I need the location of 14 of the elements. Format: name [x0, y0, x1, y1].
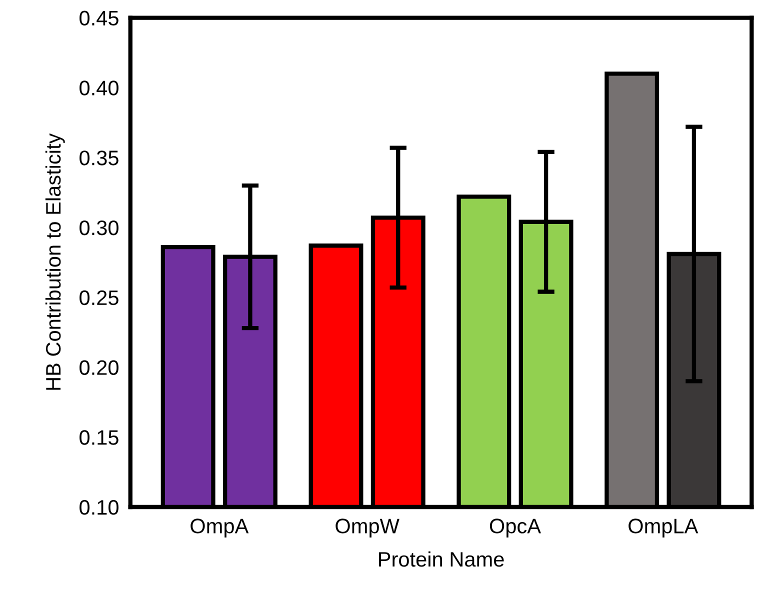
y-tick-label: 0.20: [80, 360, 118, 375]
y-tick-label: 0.35: [80, 150, 118, 166]
y-tick-label: 0.45: [80, 10, 118, 26]
y-axis-title: HB Contribution to Elasticity: [45, 133, 65, 390]
y-tick-label: 0.15: [80, 430, 118, 445]
y-tick-label: 0.30: [80, 220, 118, 236]
y-tick-label: 0.10: [80, 500, 118, 515]
y-tick-label: 0.25: [80, 290, 118, 306]
x-tick-label: OmpA: [190, 518, 249, 538]
x-tick-label: OmpLA: [628, 518, 698, 538]
y-tick-label: 0.40: [80, 80, 118, 96]
x-tick-label: OpcA: [490, 518, 541, 538]
x-axis-title: Protein Name: [379, 551, 504, 567]
x-tick-label: OmpW: [336, 518, 400, 538]
